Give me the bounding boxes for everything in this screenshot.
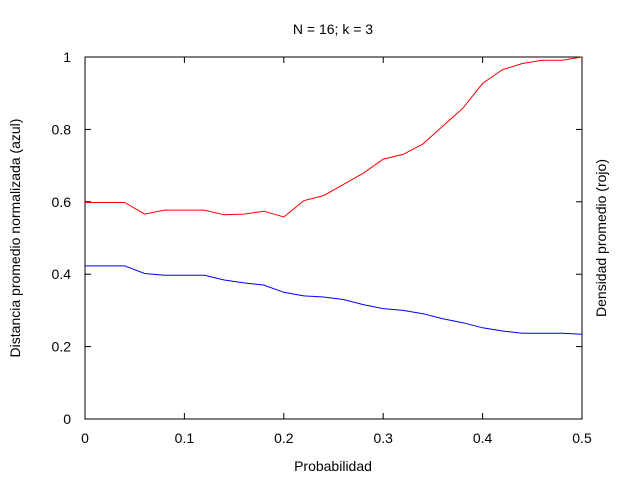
y-axis: 0 0.2 0.4 0.6 0.8 1 xyxy=(52,49,582,427)
y-tick-label: 0.6 xyxy=(52,194,72,210)
y-tick-label: 0 xyxy=(63,411,71,427)
x-tick-label: 0 xyxy=(81,430,89,446)
x-tick-label: 0.4 xyxy=(473,430,493,446)
series-line-blue xyxy=(85,265,583,335)
series-line-red xyxy=(85,56,583,218)
x-tick-label: 0.5 xyxy=(572,430,592,446)
y-tick-label: 0.2 xyxy=(52,339,72,355)
x-tick-label: 0.3 xyxy=(373,430,393,446)
y-tick-label: 0.8 xyxy=(52,121,72,137)
chart-title: N = 16; k = 3 xyxy=(293,21,373,37)
y2-axis-label: Densidad promedio (rojo) xyxy=(593,159,609,317)
x-axis-label: Probabilidad xyxy=(294,458,372,474)
y-tick-label: 1 xyxy=(63,49,71,65)
series-layer xyxy=(85,56,583,335)
x-tick-label: 0.1 xyxy=(175,430,195,446)
x-tick-label: 0.2 xyxy=(274,430,294,446)
plot-frame xyxy=(84,56,583,420)
x-axis: 0 0.1 0.2 0.3 0.4 0.5 xyxy=(81,57,592,446)
y-axis-label: Distancia promedio normalizada (azul) xyxy=(7,119,23,358)
y-tick-label: 0.4 xyxy=(52,266,72,282)
